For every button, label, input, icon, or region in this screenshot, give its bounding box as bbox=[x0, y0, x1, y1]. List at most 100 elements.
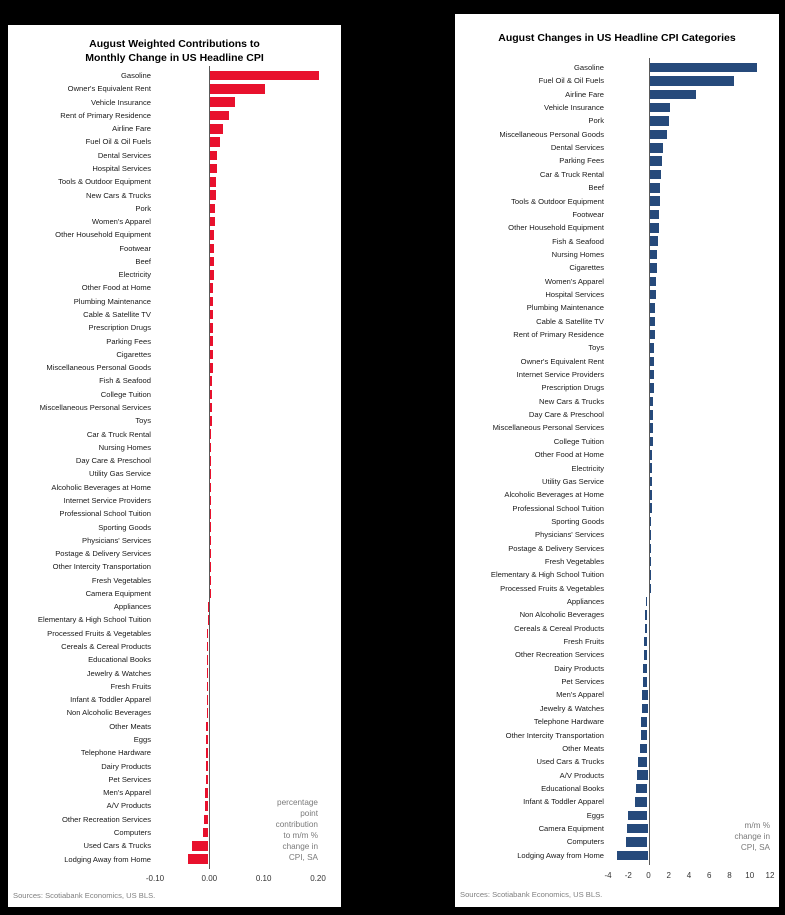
category-label: Dairy Products bbox=[554, 663, 604, 673]
bar bbox=[638, 757, 648, 767]
bar bbox=[210, 296, 214, 307]
bar bbox=[210, 469, 212, 479]
bar bbox=[649, 276, 656, 287]
bar bbox=[207, 655, 209, 665]
bar bbox=[210, 482, 212, 493]
bar bbox=[210, 203, 215, 214]
bar bbox=[210, 270, 214, 280]
bar bbox=[210, 216, 215, 227]
category-label: Airline Fare bbox=[565, 89, 604, 99]
category-label: Rent of Primary Residence bbox=[513, 330, 604, 339]
bar bbox=[649, 343, 654, 353]
category-label: Infant & Toddler Apparel bbox=[523, 797, 604, 807]
category-label: Toys bbox=[135, 416, 151, 426]
bar bbox=[210, 548, 212, 559]
category-label: New Cars & Trucks bbox=[86, 190, 151, 200]
bar bbox=[649, 436, 653, 447]
bar bbox=[206, 681, 209, 692]
bar bbox=[642, 690, 648, 700]
bar bbox=[210, 376, 212, 386]
category-label: Fish & Seafood bbox=[552, 236, 604, 246]
bar bbox=[644, 636, 648, 647]
x-tick-label: 2 bbox=[666, 871, 671, 880]
category-label: Fresh Vegetables bbox=[91, 575, 151, 585]
bar bbox=[644, 650, 648, 660]
category-label: Women's Apparel bbox=[91, 217, 151, 227]
category-label: Telephone Hardware bbox=[533, 717, 604, 727]
category-label: Non Alcoholic Beverages bbox=[519, 610, 604, 620]
bar bbox=[635, 797, 648, 807]
category-label: Parking Fees bbox=[106, 336, 151, 346]
bar bbox=[207, 602, 209, 612]
category-label: Pet Services bbox=[108, 774, 151, 784]
category-label: Tools & Outdoor Equipment bbox=[511, 196, 604, 206]
bar bbox=[636, 783, 648, 794]
category-label: Nursing Homes bbox=[551, 249, 604, 259]
bar bbox=[645, 623, 648, 634]
category-label: Owner's Equivalent Rent bbox=[67, 84, 151, 94]
category-label: Dental Services bbox=[550, 143, 604, 153]
bar bbox=[210, 402, 212, 413]
bar bbox=[203, 814, 209, 825]
bar bbox=[210, 137, 220, 147]
bar bbox=[649, 369, 654, 380]
bar bbox=[210, 283, 214, 293]
bar bbox=[649, 249, 657, 260]
category-label: Fish & Seafood bbox=[99, 376, 151, 386]
category-label: Alcoholic Beverages at Home bbox=[51, 482, 151, 492]
bar bbox=[206, 721, 209, 732]
bar bbox=[640, 743, 648, 754]
x-tick-label: 0 bbox=[646, 871, 651, 880]
category-label: Computers bbox=[566, 837, 604, 847]
bar bbox=[210, 110, 230, 121]
category-label: Vehicle Insurance bbox=[544, 103, 604, 113]
category-label: College Tuition bbox=[100, 389, 151, 399]
category-label: New Cars & Trucks bbox=[539, 396, 604, 406]
bar bbox=[628, 810, 648, 821]
category-label: Appliances bbox=[113, 602, 151, 612]
category-label: Alcoholic Beverages at Home bbox=[504, 490, 604, 500]
x-tick-label: 0.20 bbox=[310, 874, 326, 883]
category-label: Utility Gas Service bbox=[541, 476, 604, 486]
bar bbox=[649, 383, 654, 393]
bar bbox=[649, 556, 651, 567]
bar bbox=[210, 309, 214, 320]
category-label: Day Care & Preschool bbox=[75, 456, 151, 466]
bar bbox=[649, 263, 657, 273]
bar bbox=[202, 827, 209, 838]
bar bbox=[210, 389, 212, 400]
bar bbox=[626, 837, 648, 847]
bar bbox=[649, 183, 660, 193]
category-label: Lodging Away from Home bbox=[517, 850, 604, 860]
bar bbox=[210, 456, 212, 466]
bar bbox=[207, 628, 209, 639]
category-label: Rent of Primary Residence bbox=[60, 110, 151, 120]
right-chart-title: August Changes in US Headline CPI Catego… bbox=[498, 32, 736, 44]
right-chart-plot-area: Gasoline Fuel Oil & Oil Fuels Airline Fare… bbox=[455, 14, 779, 907]
category-label: Hospital Services bbox=[545, 289, 604, 299]
category-label: Internet Service Providers bbox=[516, 370, 604, 380]
category-label: Other Recreation Services bbox=[61, 814, 151, 824]
bar bbox=[649, 463, 652, 473]
bar bbox=[210, 256, 214, 267]
bar bbox=[206, 708, 209, 718]
category-label: Beef bbox=[135, 256, 151, 266]
category-label: Other Intercity Transportation bbox=[52, 562, 151, 572]
x-tick-label: 0.00 bbox=[201, 874, 218, 883]
category-label: Internet Service Providers bbox=[63, 495, 151, 505]
category-label: Day Care & Preschool bbox=[528, 410, 604, 420]
bar bbox=[649, 223, 659, 233]
category-label: Pork bbox=[135, 203, 151, 213]
category-label: Owner's Equivalent Rent bbox=[520, 356, 604, 366]
bar bbox=[649, 410, 653, 420]
bar bbox=[637, 770, 648, 780]
category-label: Airline Fare bbox=[112, 124, 151, 134]
category-label: Miscellaneous Personal Services bbox=[492, 423, 604, 433]
category-label: Pet Services bbox=[561, 677, 604, 687]
category-label: Dental Services bbox=[97, 150, 151, 160]
category-label: Other Intercity Transportation bbox=[505, 730, 604, 740]
bar bbox=[649, 329, 655, 340]
category-label: Sporting Goods bbox=[98, 522, 151, 532]
category-label: Physicians' Services bbox=[535, 530, 604, 540]
bar bbox=[210, 70, 319, 81]
